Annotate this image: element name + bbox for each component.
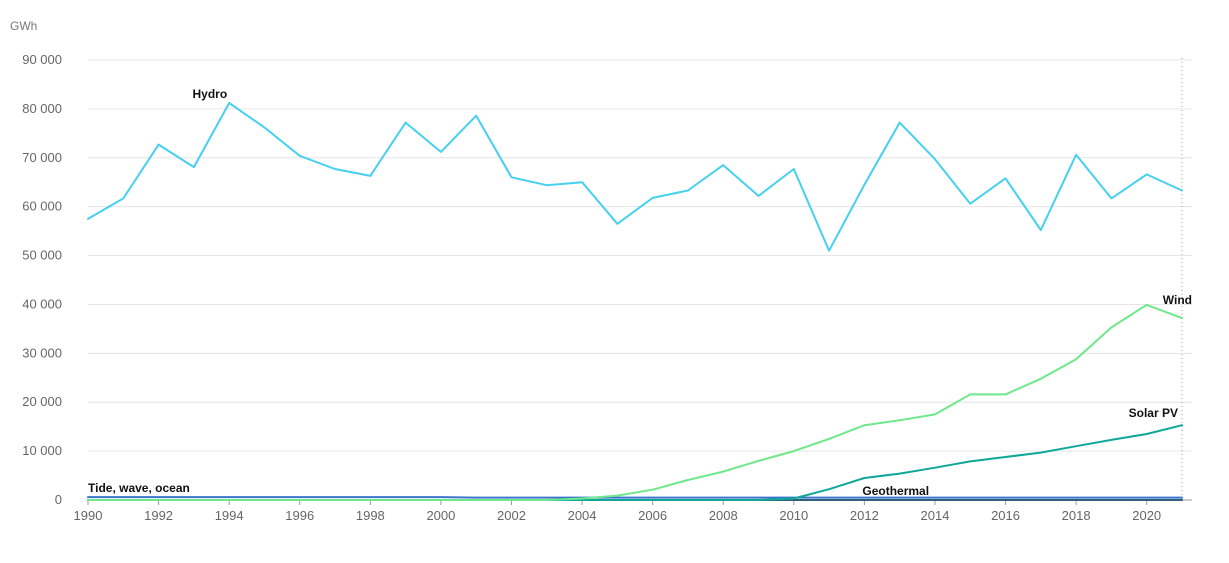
series-labels: Hydro Wind Solar PV Geothermal Tide, wave, o… <box>88 87 1192 498</box>
y-tick-label: 30 000 <box>22 345 62 360</box>
x-tick-label: 2020 <box>1132 508 1161 523</box>
series-label-solar-pv: Solar PV <box>1129 406 1178 420</box>
y-tick-label: 80 000 <box>22 101 62 116</box>
series-line-tide-wave-ocean <box>87 496 1183 499</box>
x-tick-label: 2002 <box>497 508 526 523</box>
series-label-geothermal: Geothermal <box>862 484 929 498</box>
y-tick-label: 20 000 <box>22 394 62 409</box>
y-axis-ticks: 0 10 000 20 000 30 000 40 000 50 000 60 000 70 … <box>22 52 62 507</box>
y-tick-label: 90 000 <box>22 52 62 67</box>
y-unit-label: GWh <box>10 19 37 33</box>
x-tick-label: 2018 <box>1062 508 1091 523</box>
y-tick-label: 0 <box>55 492 62 507</box>
series-lines <box>87 102 1183 501</box>
x-tick-label: 1990 <box>74 508 103 523</box>
x-tick-label: 2012 <box>850 508 879 523</box>
y-tick-label: 60 000 <box>22 199 62 214</box>
series-line-wind <box>87 303 1183 501</box>
x-tick-label: 1998 <box>356 508 385 523</box>
x-tick-label: 2006 <box>638 508 667 523</box>
gridlines <box>88 58 1192 501</box>
series-label-hydro: Hydro <box>192 87 227 101</box>
y-tick-label: 40 000 <box>22 296 62 311</box>
y-tick-label: 10 000 <box>22 443 62 458</box>
series-line-hydro <box>87 102 1183 252</box>
x-tick-label: 1994 <box>215 508 244 523</box>
series-label-wind: Wind <box>1163 293 1192 307</box>
y-tick-label: 50 000 <box>22 248 62 263</box>
x-tick-label: 1992 <box>144 508 173 523</box>
series-line-solar-pv <box>87 424 1183 501</box>
series-label-tide-wave-ocean: Tide, wave, ocean <box>88 481 190 495</box>
x-tick-label: 1996 <box>285 508 314 523</box>
x-axis-ticks: 1990 1992 1994 1996 1998 2000 2002 2004 2006 2008… <box>74 500 1161 523</box>
x-tick-label: 2016 <box>991 508 1020 523</box>
x-tick-label: 2014 <box>921 508 950 523</box>
y-tick-label: 70 000 <box>22 150 62 165</box>
x-tick-label: 2008 <box>709 508 738 523</box>
x-tick-label: 2004 <box>568 508 597 523</box>
x-tick-label: 2000 <box>426 508 455 523</box>
x-tick-label: 2010 <box>779 508 808 523</box>
